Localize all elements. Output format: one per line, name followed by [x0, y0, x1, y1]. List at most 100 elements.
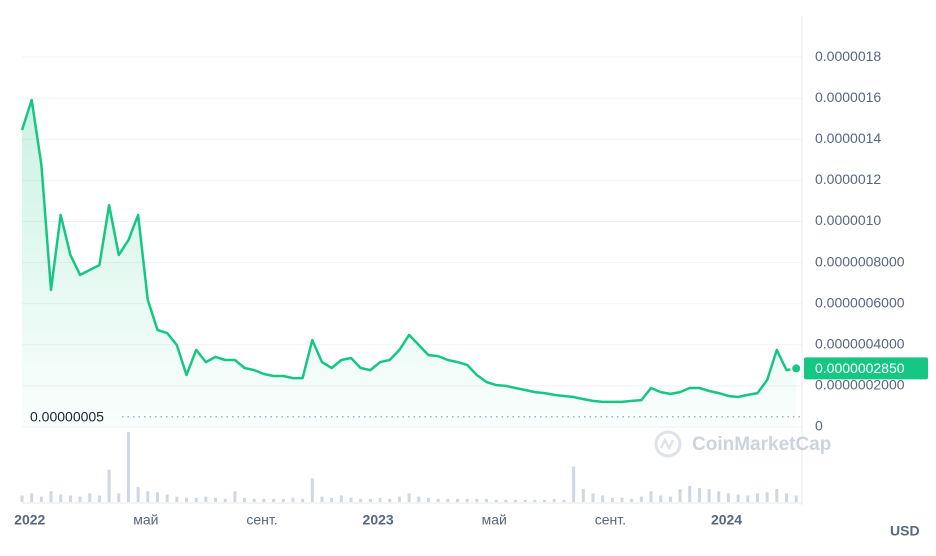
volume-bar [620, 497, 624, 502]
volume-bar [455, 498, 459, 502]
volume-bar [349, 497, 353, 502]
volume-bar [214, 497, 218, 502]
volume-bar [591, 493, 595, 502]
volume-bar [775, 489, 779, 502]
volume-bar [185, 497, 189, 502]
volume-bar [736, 494, 740, 502]
x-tick-label: 2022 [14, 512, 45, 528]
current-price-label: 0.0000002850 [815, 360, 905, 376]
baseline-label: 0.00000005 [30, 408, 104, 424]
volume-bar [465, 498, 469, 502]
volume-bar [233, 491, 237, 502]
volume [20, 432, 798, 502]
x-tick-label: май [133, 512, 158, 528]
y-tick-label: 0.0000008000 [815, 253, 905, 269]
volume-bar [78, 496, 82, 502]
plot [20, 98, 803, 427]
volume-bar [659, 495, 663, 502]
volume-bar [155, 492, 159, 502]
volume-bar [49, 491, 53, 502]
volume-bar [146, 491, 150, 502]
current-price-tag [804, 357, 928, 380]
x-tick-label: сент. [595, 512, 626, 528]
x-tick-label: сент. [246, 512, 277, 528]
volume-bar [378, 497, 382, 502]
volume-bar [368, 498, 372, 502]
price-line [20, 98, 797, 404]
volume-bar [126, 432, 130, 502]
volume-bar [320, 496, 324, 502]
y-tick-label: 0.0000010 [815, 212, 881, 228]
volume-bar [707, 489, 711, 502]
volume-bar [30, 493, 34, 502]
volume-bar [726, 493, 730, 502]
volume-bar [562, 499, 566, 502]
y-tick-label: 0.0000004000 [815, 336, 905, 352]
y-tick-label: 0.0000002000 [815, 377, 905, 393]
y-tick-label: 0.0000012 [815, 171, 881, 187]
volume-bar [136, 486, 140, 502]
volume-bar [194, 497, 198, 502]
x-tick-label: май [482, 512, 507, 528]
watermark-logo [654, 430, 682, 458]
volume-bar [630, 498, 634, 502]
volume-bar [794, 495, 798, 502]
volume-bar [446, 498, 450, 502]
volume-bar [494, 499, 498, 502]
volume-bar [310, 478, 314, 502]
volume-bar [407, 493, 411, 502]
volume-bar [88, 493, 92, 502]
volume-bar [262, 498, 266, 502]
volume-bar [97, 495, 101, 502]
area [22, 100, 797, 427]
volume-bar [639, 496, 643, 502]
volume-bar [417, 496, 421, 502]
y-tick-label: 0.0000006000 [815, 294, 905, 310]
x-tick-label: 2023 [363, 512, 394, 528]
volume-bar [223, 498, 227, 502]
volume-bar [68, 495, 72, 502]
volume-bar [175, 496, 179, 502]
volume-bar [543, 499, 547, 502]
volume-bar [252, 498, 256, 502]
volume-bar [59, 494, 63, 502]
volume-bar [330, 497, 334, 502]
volume-bar [426, 497, 430, 502]
volume-bar [514, 499, 518, 502]
volume-bar [581, 489, 585, 502]
volume-bar [601, 495, 605, 502]
volume-bar [359, 498, 363, 502]
volume-bar [697, 488, 701, 502]
y-tick-label: 0.0000016 [815, 89, 881, 105]
volume-bar [717, 491, 721, 502]
volume-bar [475, 498, 479, 502]
volume-bar [243, 497, 247, 502]
volume-bar [485, 498, 489, 502]
volume-bar [668, 496, 672, 502]
volume-bar [436, 498, 440, 502]
y-tick-label: 0.0000018 [815, 48, 881, 64]
volume-bar [765, 492, 769, 502]
volume-bar [678, 489, 682, 502]
volume-bar [107, 469, 111, 502]
y-tick-label: 0 [815, 418, 823, 434]
volume-bar [291, 497, 295, 502]
volume-bar [523, 499, 527, 502]
y-tick-label: 0.0000014 [815, 130, 881, 146]
volume-bar [397, 496, 401, 502]
volume-bar [755, 493, 759, 502]
volume-bar [339, 495, 343, 502]
volume-bar [649, 491, 653, 502]
volume-bar [552, 498, 556, 502]
volume-bar [610, 497, 614, 502]
volume-bar [301, 498, 305, 502]
last-point [790, 362, 803, 375]
volume-bar [20, 495, 24, 502]
volume-bar [533, 499, 537, 502]
volume-bar [388, 498, 392, 502]
volume-bar [39, 496, 43, 502]
volume-bar [504, 499, 508, 502]
volume-bar [785, 493, 789, 502]
currency-label: USD [890, 523, 920, 539]
